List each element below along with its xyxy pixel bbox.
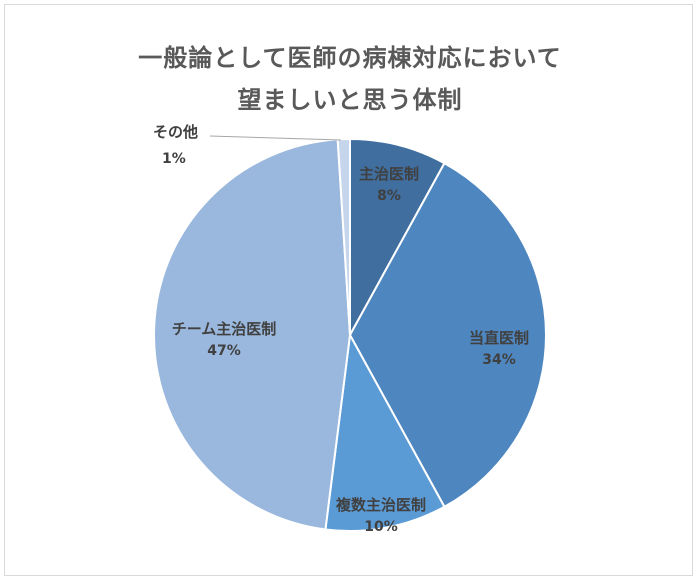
slice-touchoku <box>348 161 547 509</box>
slice-team <box>153 138 352 531</box>
slice-label-name: 主治医制 <box>358 165 420 183</box>
slice-label-other-name: その他 <box>153 123 199 141</box>
pie-slices <box>153 137 547 532</box>
slice-label-percent: 8% <box>377 188 401 204</box>
slice-label-percent: 34% <box>482 352 516 368</box>
slice-fukusuu <box>324 331 446 532</box>
slice-label-shujii: 主治医制 8% <box>359 163 419 207</box>
slice-shujii <box>349 137 446 336</box>
slice-label-team: チーム主治医制 47% <box>172 318 277 362</box>
slice-label-name: 当直医制 <box>468 329 530 347</box>
slice-label-percent: 47% <box>207 343 241 359</box>
slice-label-touchoku: 当直医制 34% <box>469 327 529 371</box>
slice-other <box>336 137 351 336</box>
chart-title-line-1: 一般論として医師の病棟対応において <box>138 44 562 72</box>
slice-label-other-percent: 1% <box>162 151 186 167</box>
other-leader-line <box>209 135 342 141</box>
slice-label-name: チーム主治医制 <box>171 320 277 338</box>
slice-label-percent: 10% <box>364 519 398 535</box>
slice-label-name: 複数主治医制 <box>335 496 427 514</box>
slice-label-fukusuu: 複数主治医制 10% <box>336 494 426 538</box>
chart-title-line-2: 望ましいと思う体制 <box>237 86 463 114</box>
